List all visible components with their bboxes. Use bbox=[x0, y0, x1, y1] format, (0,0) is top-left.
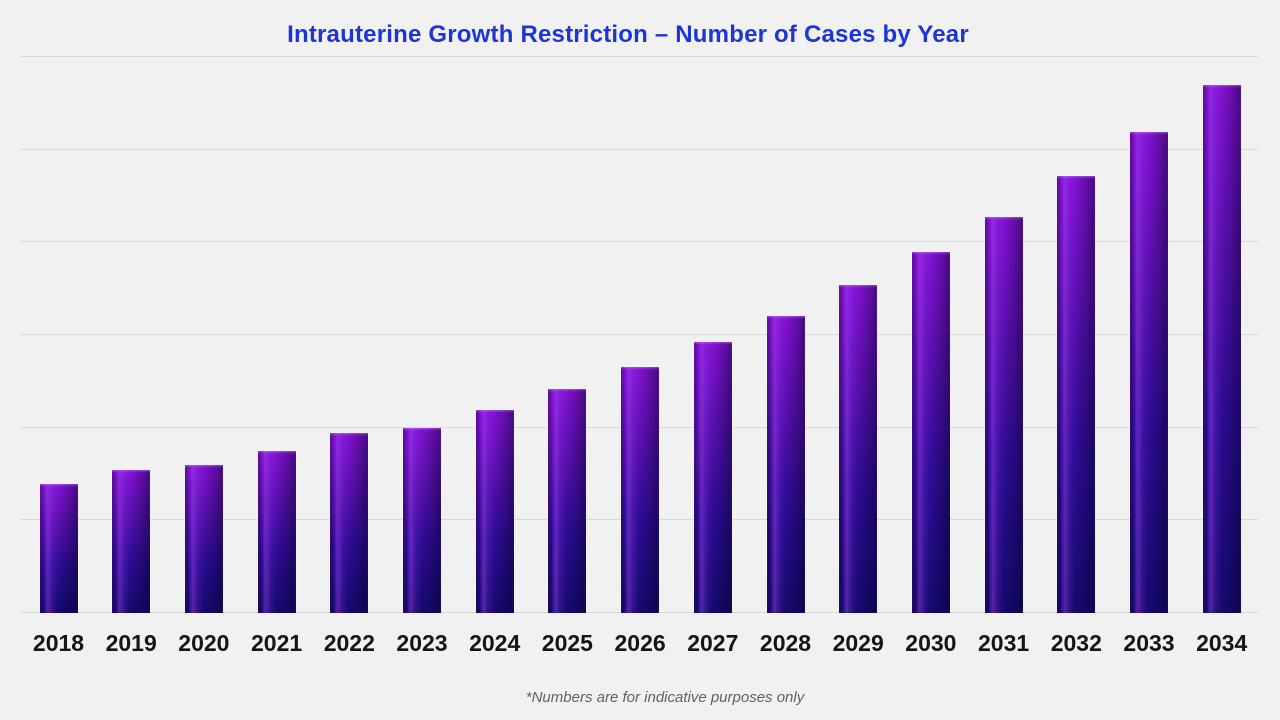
x-tick-2028: 2028 bbox=[759, 630, 812, 656]
x-tick-2023: 2023 bbox=[396, 630, 448, 656]
bar-2020 bbox=[184, 464, 223, 613]
x-tick-2024: 2024 bbox=[469, 630, 521, 656]
bar-2025 bbox=[548, 389, 587, 613]
plot-area bbox=[20, 56, 1258, 613]
x-tick-2018: 2018 bbox=[32, 630, 85, 656]
bar-2022 bbox=[330, 433, 369, 613]
gridline bbox=[20, 56, 1258, 57]
x-tick-2034: 2034 bbox=[1196, 630, 1248, 656]
bar-2031 bbox=[984, 216, 1023, 613]
x-tick-2020: 2020 bbox=[178, 630, 230, 656]
x-tick-2022: 2022 bbox=[323, 630, 375, 656]
bar-2018 bbox=[39, 483, 78, 613]
x-axis-labels: 2018 2019 2020 2021 2022 2023 2024 2025 2026 2027… bbox=[20, 630, 1258, 660]
bar-2021 bbox=[257, 450, 296, 613]
chart-title: Intrauterine Growth Restriction – Number… bbox=[287, 21, 969, 48]
bar-2033 bbox=[1130, 131, 1168, 613]
x-tick-2026: 2026 bbox=[614, 630, 666, 656]
x-tick-2030: 2030 bbox=[905, 630, 957, 656]
x-tick-2029: 2029 bbox=[832, 630, 884, 656]
x-tick-2033: 2033 bbox=[1123, 630, 1175, 656]
gridline bbox=[20, 334, 1258, 335]
x-tick-2032: 2032 bbox=[1050, 630, 1102, 656]
footnote: *Numbers are for indicative purposes onl… bbox=[525, 689, 805, 706]
x-tick-2031: 2031 bbox=[978, 630, 1030, 656]
x-tick-2027: 2027 bbox=[687, 630, 739, 656]
bar-2034 bbox=[1202, 84, 1241, 613]
bar-2023 bbox=[403, 428, 441, 613]
bar-2027 bbox=[693, 342, 732, 613]
bar-2032 bbox=[1057, 176, 1096, 613]
bar-2030 bbox=[911, 252, 950, 613]
gridline bbox=[20, 241, 1258, 243]
bar-2026 bbox=[621, 366, 660, 613]
bar-2029 bbox=[839, 285, 878, 613]
bar-2028 bbox=[766, 316, 805, 613]
x-tick-2025: 2025 bbox=[541, 630, 593, 656]
x-tick-2019: 2019 bbox=[105, 630, 157, 656]
gridline bbox=[20, 148, 1258, 150]
bar-2024 bbox=[475, 409, 514, 613]
bar-2019 bbox=[112, 470, 151, 613]
x-tick-2021: 2021 bbox=[251, 630, 303, 656]
